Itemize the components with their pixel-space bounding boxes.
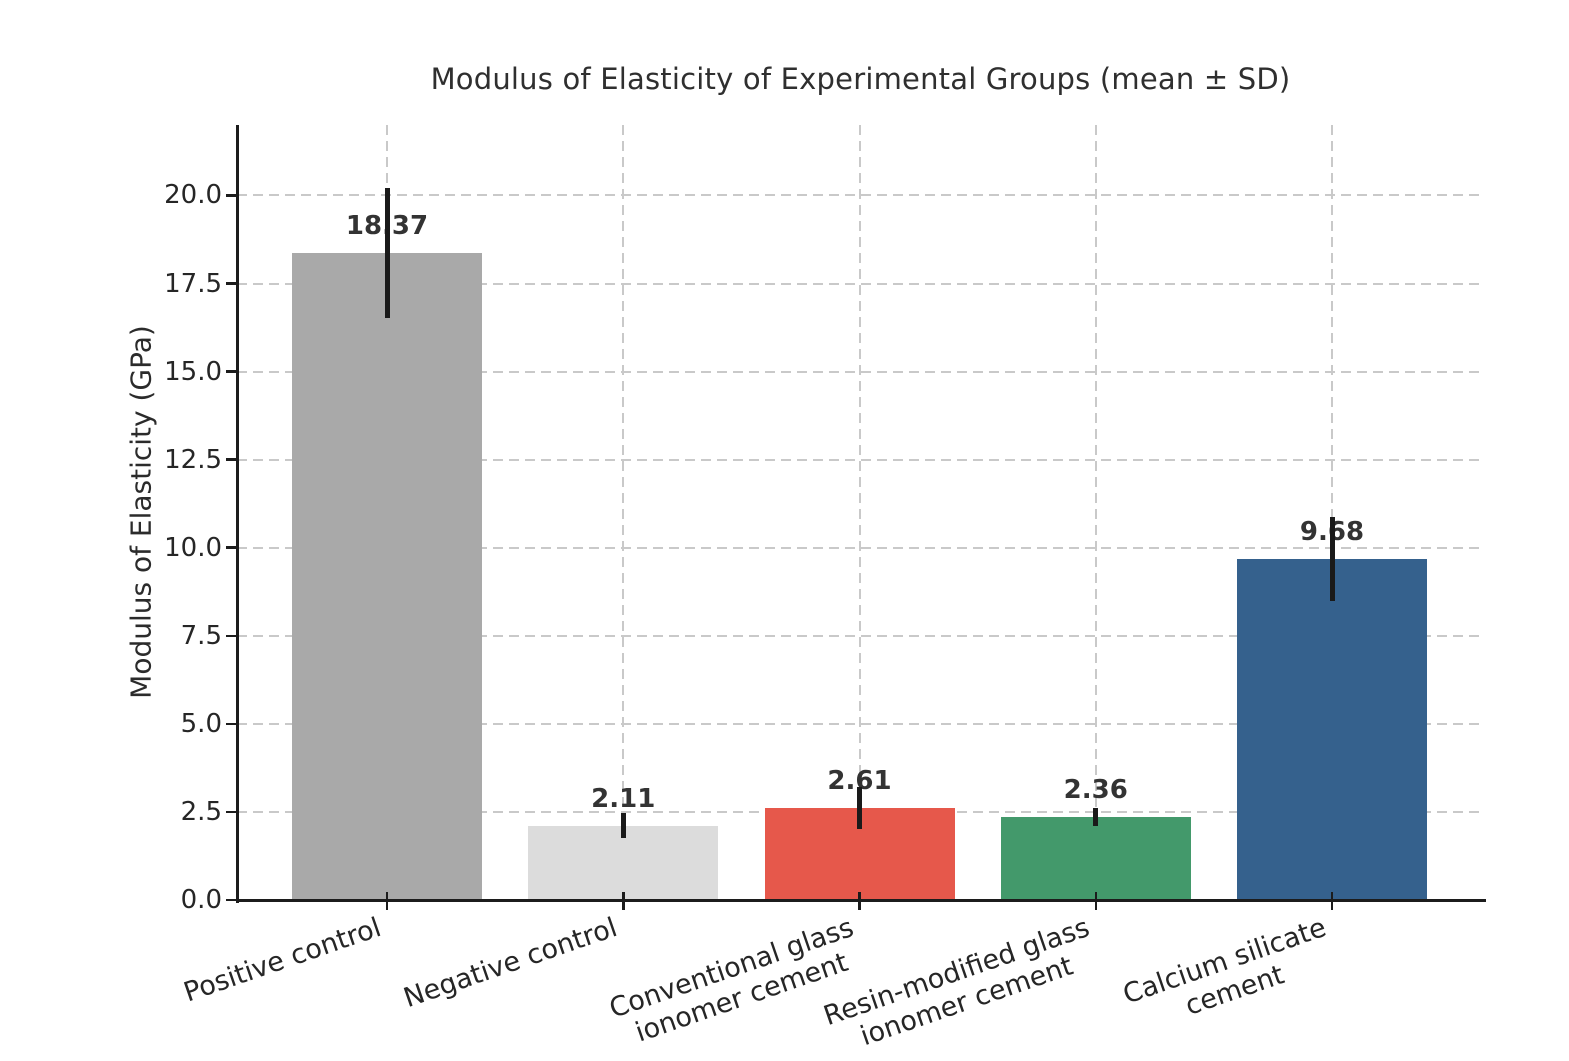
chart-title: Modulus of Elasticity of Experimental Gr…: [430, 62, 1291, 96]
error-bar: [1093, 808, 1099, 826]
bar: [528, 825, 719, 900]
y-tick-mark: [226, 282, 237, 285]
y-tick-label: 7.5: [180, 620, 222, 651]
x-tick-mark: [858, 892, 861, 910]
y-tick-label: 10.0: [164, 532, 222, 563]
horizontal-gridline: [237, 722, 1484, 725]
y-tick-mark: [226, 810, 237, 814]
horizontal-gridline: [237, 546, 1484, 549]
vertical-gridline: [1331, 125, 1333, 900]
x-tick-mark: [1330, 892, 1334, 910]
value-label: 2.36: [1063, 774, 1128, 805]
x-tick-mark: [622, 892, 625, 910]
horizontal-gridline: [237, 458, 1484, 461]
bar: [292, 252, 482, 900]
y-tick-label: 20.0: [164, 180, 222, 211]
plot-area: 0.02.55.07.510.012.515.017.520.018.37Pos…: [164, 125, 1486, 1052]
bar: [1000, 816, 1191, 900]
vertical-gridline: [1094, 125, 1097, 900]
error-bar: [620, 813, 626, 838]
y-tick-mark: [226, 634, 237, 638]
x-tick-label: Conventional glass ionomer cement: [605, 912, 858, 1049]
x-tick-mark: [385, 892, 389, 910]
x-tick-label: Negative control: [399, 912, 622, 1015]
x-tick-label: Resin-modified glass ionomer cement: [819, 912, 1094, 1053]
y-tick-mark: [226, 458, 237, 461]
error-bar: [384, 187, 390, 319]
y-tick-label: 15.0: [164, 356, 222, 387]
horizontal-gridline: [237, 282, 1484, 285]
y-tick-label: 2.5: [180, 796, 222, 827]
y-tick-mark: [226, 898, 237, 902]
y-tick-mark: [226, 546, 237, 549]
horizontal-gridline: [237, 194, 1484, 197]
bar: [1237, 559, 1427, 900]
y-tick-mark: [226, 722, 237, 726]
vertical-gridline: [622, 125, 625, 900]
x-tick-mark: [1094, 892, 1097, 910]
y-tick-label: 5.0: [180, 708, 222, 739]
y-tick-mark: [226, 194, 237, 197]
y-tick-mark: [226, 370, 237, 373]
horizontal-gridline: [237, 634, 1484, 637]
error-bar: [1329, 516, 1335, 602]
x-tick-label: Calcium silicate cement: [1118, 912, 1330, 1022]
value-label: 2.11: [591, 783, 656, 814]
vertical-gridline: [858, 125, 861, 900]
error-bar: [857, 786, 862, 830]
y-axis-spine: [235, 125, 239, 903]
y-tick-label: 0.0: [180, 885, 222, 915]
horizontal-gridline: [237, 370, 1484, 373]
y-tick-label: 17.5: [164, 268, 222, 299]
y-tick-label: 12.5: [164, 444, 222, 475]
x-tick-label: Positive control: [179, 912, 385, 1009]
